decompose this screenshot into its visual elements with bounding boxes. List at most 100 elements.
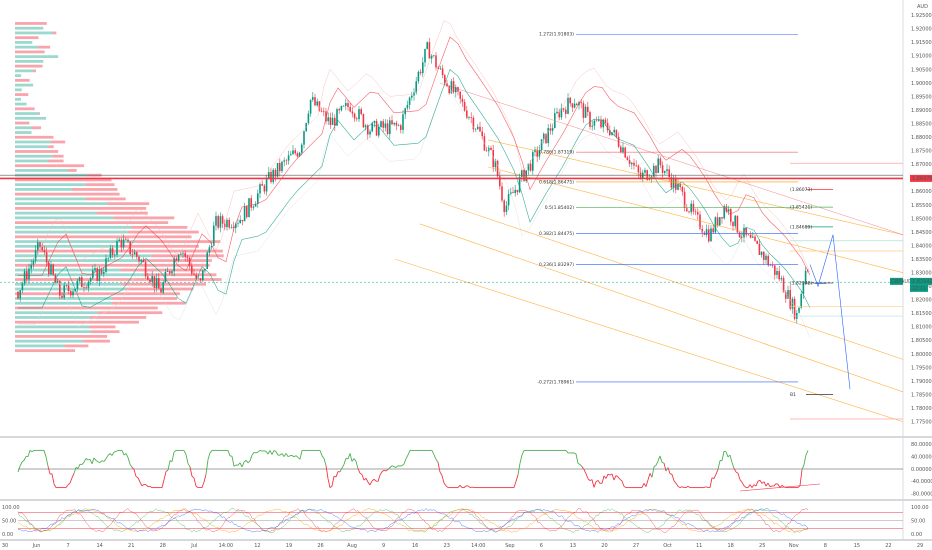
candle-body xyxy=(316,101,318,106)
candle-body xyxy=(358,109,360,120)
volume-bar-buy xyxy=(15,102,27,106)
volume-bar-buy xyxy=(15,159,48,163)
candle-body xyxy=(461,98,464,102)
oscillator-line xyxy=(207,452,211,460)
oscillator-line xyxy=(335,471,339,478)
oscillator-line xyxy=(593,481,597,488)
symbol-marker-label: GBPAUD xyxy=(891,279,912,285)
candle-body xyxy=(125,239,127,241)
oscillator-line xyxy=(765,482,769,487)
candle-body xyxy=(738,232,741,238)
oscillator-line xyxy=(21,460,25,463)
candle-body xyxy=(699,214,701,229)
trail-stop-lower xyxy=(18,68,811,309)
candle-body xyxy=(771,265,774,266)
oscillator-line xyxy=(165,469,169,472)
candle-body xyxy=(177,254,180,261)
price-tick-label: 1.83000 xyxy=(911,270,932,276)
candle-body xyxy=(158,278,160,289)
volume-bar-sell xyxy=(85,183,115,187)
candle-body xyxy=(127,239,129,242)
candle-body xyxy=(155,278,158,288)
candle-body xyxy=(437,67,439,69)
candle-body xyxy=(353,113,356,119)
volume-bar-buy xyxy=(15,22,36,25)
oscillator-line xyxy=(737,473,741,480)
oscillator-line xyxy=(27,450,31,457)
fib-level-label: 0.618(1.86475) xyxy=(539,179,574,185)
oscillator-line xyxy=(135,476,139,479)
candle-body xyxy=(221,216,224,224)
oscillator-line xyxy=(353,458,357,462)
candle-body xyxy=(83,287,85,288)
candle-body xyxy=(543,133,545,140)
candle-body xyxy=(628,160,631,165)
volume-bar-buy xyxy=(15,306,94,310)
candle-body xyxy=(96,268,98,281)
candle-body xyxy=(624,147,626,158)
oscillator-line xyxy=(383,469,387,472)
time-tick-label: 9 xyxy=(382,543,385,549)
volume-bar-buy xyxy=(15,116,47,120)
candle-body xyxy=(785,292,787,299)
candle-body xyxy=(760,251,763,255)
candle-body xyxy=(263,185,266,192)
oscillator-line xyxy=(515,474,519,482)
candle-body xyxy=(283,160,285,162)
candle-body xyxy=(360,109,362,115)
oscillator-line xyxy=(463,485,467,488)
candle-body xyxy=(213,225,215,246)
time-axis: 30 Jun 7 14 21 28 Jul 14:00 12 19 26 Aug 9 16 23 14:00 S… xyxy=(2,543,923,549)
candle-body xyxy=(697,212,699,215)
candle-body xyxy=(382,121,384,128)
oscillator-line xyxy=(31,450,35,453)
volume-bar-buy xyxy=(15,278,133,281)
oscillator-line xyxy=(759,480,763,484)
candle-body xyxy=(52,264,54,275)
candle-body xyxy=(287,155,290,161)
oscillator-line xyxy=(621,480,625,487)
candle-body xyxy=(789,290,791,309)
oscillator-line xyxy=(163,471,167,480)
oscillator-line xyxy=(669,473,673,475)
candle-body xyxy=(303,131,305,145)
oscillator-line xyxy=(107,453,111,456)
oscillator-line xyxy=(101,460,105,462)
candle-body xyxy=(39,242,41,247)
price-tick-label: 1.89500 xyxy=(911,94,932,100)
oscillator-line xyxy=(799,469,803,486)
candle-body xyxy=(580,102,582,104)
candle-body xyxy=(732,221,734,227)
volume-bar-sell xyxy=(31,126,41,130)
candle-body xyxy=(334,117,336,126)
candle-body xyxy=(362,114,365,128)
volume-bar-buy xyxy=(15,287,126,291)
candle-body xyxy=(767,255,769,266)
time-tick-label: Jun xyxy=(32,543,41,549)
oscillator-line xyxy=(189,466,193,477)
candle-body xyxy=(206,252,208,269)
oscillator-line xyxy=(679,486,683,489)
candle-body xyxy=(701,228,703,233)
oscillator-line xyxy=(171,451,175,462)
candle-body xyxy=(364,125,367,128)
candle-body xyxy=(380,121,382,127)
oscillator-line xyxy=(711,477,715,479)
channel-line xyxy=(439,82,904,235)
candle-body xyxy=(118,239,120,242)
candle-body xyxy=(232,227,235,228)
oscillator-line xyxy=(275,451,279,456)
volume-bar-buy xyxy=(15,206,112,210)
price-tick-label: 1.81500 xyxy=(911,311,932,317)
candle-body xyxy=(754,236,756,241)
volume-bar-buy xyxy=(15,135,53,139)
candle-body xyxy=(173,258,175,272)
candle-body xyxy=(378,126,380,136)
candle-body xyxy=(208,247,211,253)
candle-body xyxy=(122,239,125,248)
volume-bar-buy xyxy=(15,297,112,300)
candle-body xyxy=(734,215,736,227)
time-tick-label: Jul xyxy=(190,543,197,549)
divergence-line xyxy=(739,483,821,492)
